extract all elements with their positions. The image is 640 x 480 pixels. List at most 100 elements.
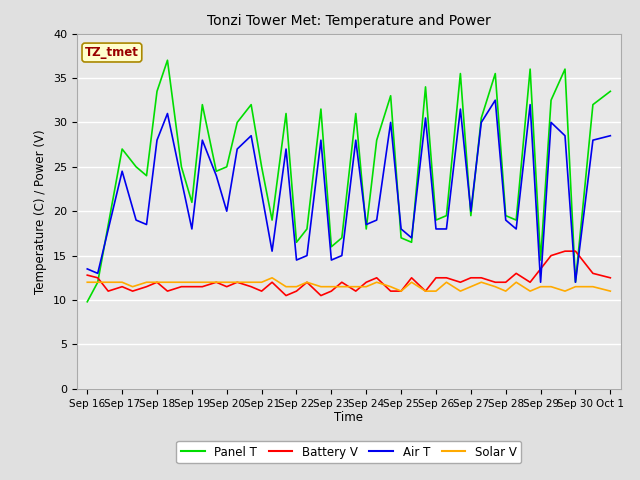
Battery V	[537, 266, 545, 272]
Air T	[547, 120, 555, 125]
Air T	[408, 235, 415, 240]
Legend: Panel T, Battery V, Air T, Solar V: Panel T, Battery V, Air T, Solar V	[176, 441, 522, 463]
Solar V	[317, 284, 324, 289]
Solar V	[153, 279, 161, 285]
Battery V	[129, 288, 136, 294]
Solar V	[513, 279, 520, 285]
Panel T	[607, 88, 614, 94]
Battery V	[303, 279, 311, 285]
Solar V	[94, 279, 102, 285]
Panel T	[118, 146, 126, 152]
Panel T	[537, 257, 545, 263]
Panel T	[94, 279, 102, 285]
Panel T	[422, 84, 429, 90]
Panel T	[547, 97, 555, 103]
Battery V	[477, 275, 485, 281]
Solar V	[561, 288, 569, 294]
Panel T	[212, 168, 220, 174]
Battery V	[198, 284, 206, 289]
Solar V	[118, 279, 126, 285]
Air T	[467, 208, 475, 214]
Panel T	[258, 164, 266, 169]
Solar V	[258, 279, 266, 285]
Battery V	[268, 279, 276, 285]
Battery V	[422, 288, 429, 294]
Panel T	[456, 71, 464, 76]
Panel T	[561, 66, 569, 72]
Solar V	[292, 284, 300, 289]
Battery V	[223, 284, 230, 289]
Battery V	[456, 279, 464, 285]
Solar V	[83, 279, 91, 285]
Air T	[526, 102, 534, 108]
Solar V	[352, 284, 360, 289]
Solar V	[373, 279, 381, 285]
Solar V	[422, 288, 429, 294]
Solar V	[143, 279, 150, 285]
Panel T	[188, 199, 196, 205]
Air T	[352, 137, 360, 143]
Panel T	[432, 217, 440, 223]
Battery V	[561, 248, 569, 254]
Panel T	[268, 217, 276, 223]
Battery V	[143, 284, 150, 289]
Title: Tonzi Tower Met: Temperature and Power: Tonzi Tower Met: Temperature and Power	[207, 14, 491, 28]
Solar V	[328, 284, 335, 289]
Air T	[143, 222, 150, 228]
Panel T	[513, 217, 520, 223]
Panel T	[387, 93, 394, 98]
Air T	[188, 226, 196, 232]
Panel T	[234, 120, 241, 125]
Air T	[397, 226, 405, 232]
Battery V	[373, 275, 381, 281]
Solar V	[387, 284, 394, 289]
Panel T	[477, 115, 485, 121]
Line: Panel T: Panel T	[87, 60, 611, 302]
Solar V	[397, 288, 405, 294]
Solar V	[443, 279, 451, 285]
Panel T	[132, 164, 140, 169]
Air T	[153, 137, 161, 143]
Battery V	[282, 293, 290, 299]
Panel T	[83, 299, 91, 305]
Battery V	[467, 275, 475, 281]
Solar V	[164, 279, 172, 285]
Panel T	[153, 88, 161, 94]
Solar V	[234, 279, 241, 285]
Air T	[477, 120, 485, 125]
Battery V	[526, 279, 534, 285]
Panel T	[467, 213, 475, 218]
Panel T	[223, 164, 230, 169]
Battery V	[247, 284, 255, 289]
Air T	[607, 133, 614, 139]
Panel T	[502, 213, 509, 218]
Battery V	[387, 288, 394, 294]
Battery V	[94, 275, 102, 281]
Solar V	[572, 284, 579, 289]
Air T	[589, 137, 596, 143]
Panel T	[443, 213, 451, 218]
Battery V	[188, 284, 196, 289]
Solar V	[198, 279, 206, 285]
Air T	[303, 252, 311, 258]
Panel T	[317, 106, 324, 112]
Air T	[223, 208, 230, 214]
Solar V	[477, 279, 485, 285]
Air T	[282, 146, 290, 152]
Air T	[422, 115, 429, 121]
Battery V	[212, 279, 220, 285]
Solar V	[104, 279, 112, 285]
Air T	[328, 257, 335, 263]
Panel T	[177, 164, 185, 169]
Solar V	[408, 279, 415, 285]
Line: Battery V: Battery V	[87, 251, 611, 296]
Air T	[94, 270, 102, 276]
Battery V	[362, 279, 370, 285]
Panel T	[352, 110, 360, 116]
Battery V	[153, 279, 161, 285]
Solar V	[502, 288, 509, 294]
Panel T	[303, 226, 311, 232]
Air T	[292, 257, 300, 263]
Battery V	[83, 272, 91, 278]
Solar V	[338, 284, 346, 289]
